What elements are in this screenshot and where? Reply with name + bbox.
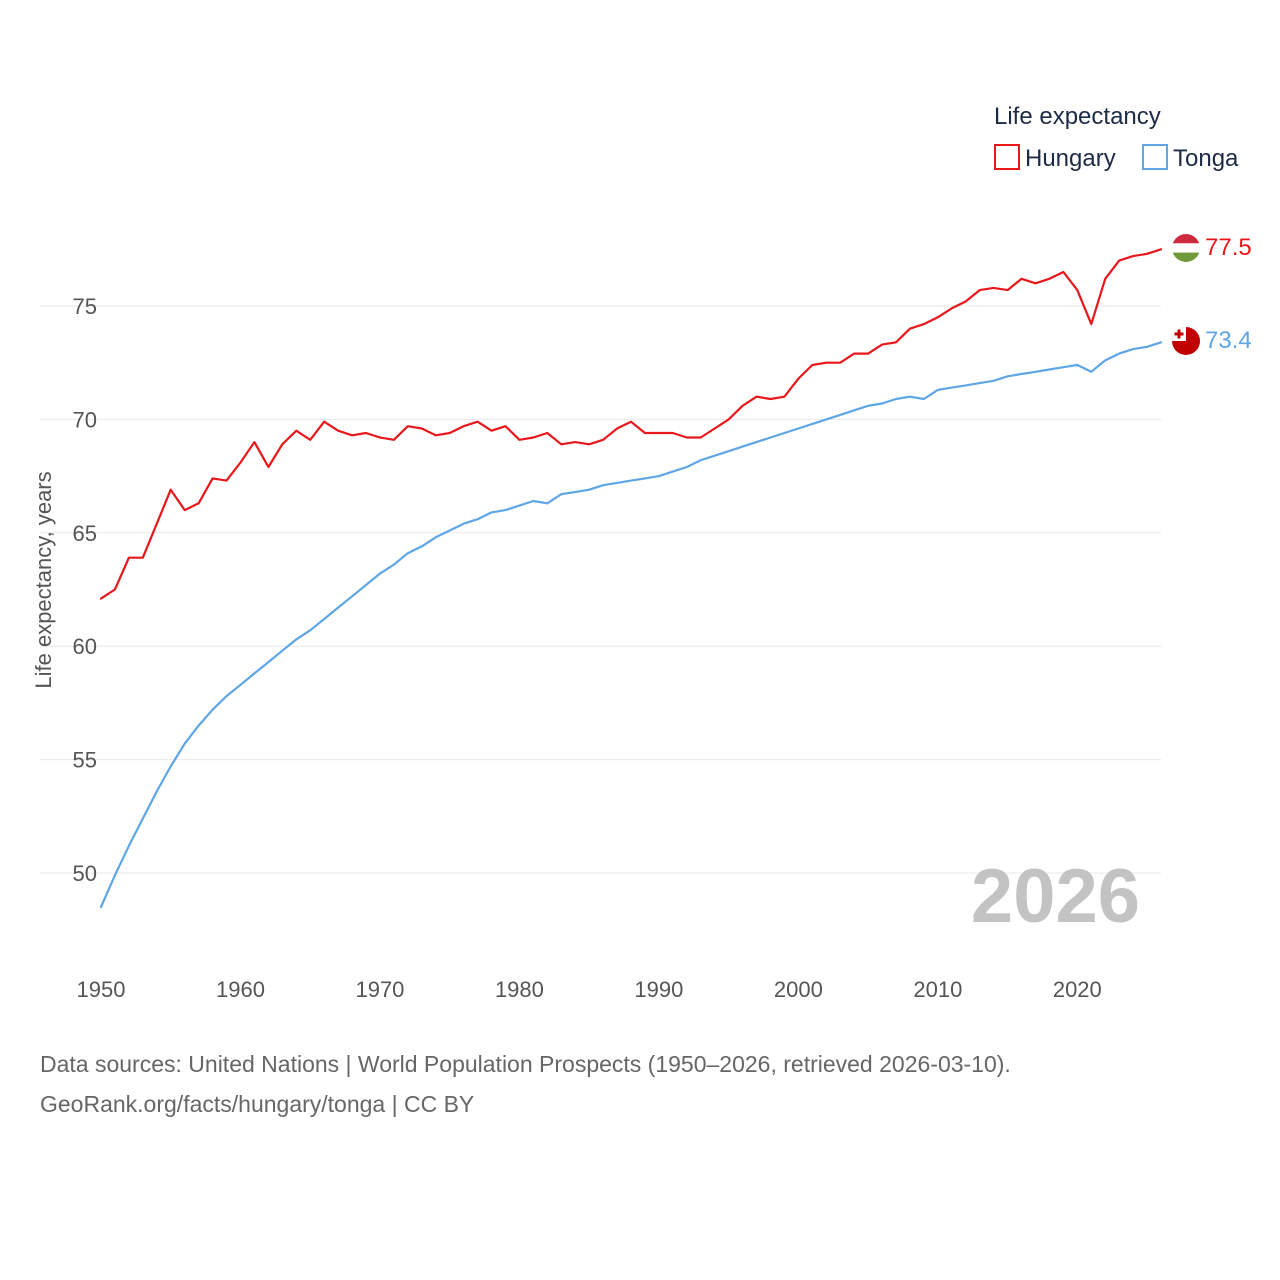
legend-label-hungary[interactable]: Hungary [1025,145,1116,172]
y-tick-label: 75 [73,294,97,319]
legend-swatch-hungary[interactable] [994,144,1020,170]
legend-title: Life expectancy [994,103,1161,130]
y-tick-label: 50 [73,861,97,886]
y-axis-ticks: 50 55 60 65 70 75 [73,294,97,886]
x-axis-ticks: 1950 1960 1970 1980 1990 2000 2010 2020 [77,977,1102,1002]
x-tick-label: 1980 [495,977,544,1002]
x-tick-label: 2010 [913,977,962,1002]
y-tick-label: 55 [73,748,97,773]
x-tick-label: 2020 [1053,977,1102,1002]
tonga-flag-icon [1172,327,1200,355]
y-tick-label: 65 [73,521,97,546]
x-tick-label: 1960 [216,977,265,1002]
source-line: Data sources: United Nations | World Pop… [40,1051,1011,1077]
series-lines [99,248,1163,909]
gridlines [40,305,1161,874]
source-note: Data sources: United Nations | World Pop… [40,1044,1011,1124]
hungary-flag-icon [1172,234,1200,262]
y-tick-label: 60 [73,634,97,659]
current-year-label: 2026 [971,854,1140,939]
y-tick-label: 70 [73,407,97,432]
legend-swatch-tonga[interactable] [1142,144,1168,170]
credit-line[interactable]: GeoRank.org/facts/hungary/tonga | CC BY [40,1091,475,1117]
legend: Life expectancy Hungary Tonga [994,103,1239,172]
x-tick-label: 2000 [774,977,823,1002]
x-tick-label: 1970 [355,977,404,1002]
x-tick-label: 1950 [77,977,126,1002]
end-value-tonga: 73.4 [1205,327,1252,354]
y-axis-label: Life expectancy, years [31,471,56,688]
series-line-hungary[interactable] [99,248,1163,600]
x-tick-label: 1990 [634,977,683,1002]
end-value-hungary: 77.5 [1205,234,1252,261]
series-line-tonga[interactable] [99,341,1163,909]
legend-label-tonga[interactable]: Tonga [1173,145,1239,172]
